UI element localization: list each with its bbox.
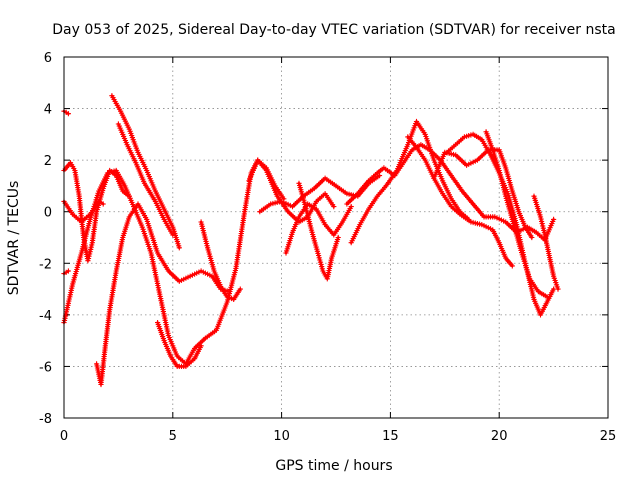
- y-tick-label: 6: [44, 51, 52, 66]
- series-markers-track-21: [246, 157, 287, 202]
- series-markers-track-13: [296, 180, 341, 282]
- y-tick-label: 2: [44, 154, 52, 169]
- series-markers-track-20: [531, 193, 561, 292]
- series-markers-track-5: [109, 93, 182, 251]
- x-tick-label: 15: [382, 429, 399, 444]
- data-markers: [61, 93, 561, 388]
- x-tick-label: 0: [60, 429, 68, 444]
- y-tick-label: -6: [39, 360, 52, 375]
- x-tick-label: 10: [273, 429, 290, 444]
- x-tick-label: 20: [491, 429, 508, 444]
- chart-title: Day 053 of 2025, Sidereal Day-to-day VTE…: [52, 22, 615, 38]
- series-markers-track-9: [155, 320, 204, 369]
- y-axis-label: SDTVAR / TECUs: [6, 181, 22, 296]
- x-tick-labels: 0 5 10 15 20 25: [60, 429, 616, 444]
- y-tick-label: -2: [39, 257, 52, 272]
- y-tick-label: 0: [44, 206, 52, 221]
- x-axis-label: GPS time / hours: [275, 458, 392, 474]
- y-tick-label: -8: [39, 412, 52, 427]
- series-markers-track-19: [431, 147, 535, 241]
- series-markers-track-6: [115, 121, 176, 238]
- plot-frame: [63, 56, 609, 419]
- series-markers-track-10: [198, 219, 243, 302]
- y-tick-label: 4: [44, 103, 52, 118]
- y-tick-label: -4: [39, 309, 52, 324]
- x-tick-label: 5: [169, 429, 177, 444]
- series-markers-track-16: [405, 134, 515, 269]
- y-tick-labels: -8 -6 -4 -2 0 2 4 6: [39, 51, 52, 427]
- series-markers-track-15: [348, 118, 472, 246]
- x-tick-label: 25: [600, 429, 617, 444]
- series-markers-track-12: [283, 201, 354, 256]
- series-markers-track-2: [94, 201, 232, 388]
